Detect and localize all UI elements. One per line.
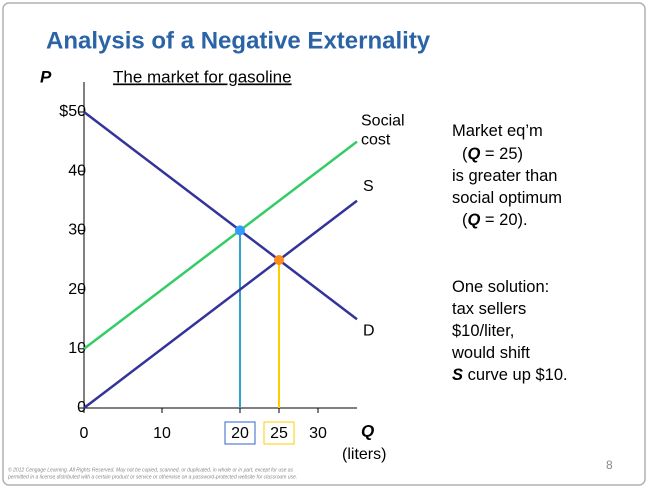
series-label: D [363,322,375,339]
note-line: (Q = 25) [462,145,523,163]
note-text: Q [468,211,481,229]
series-label-text: Social cost [361,113,405,149]
note-text: social optimum [452,189,562,207]
note-text: is greater than [452,167,557,185]
y-tick-label: 0 [77,399,86,416]
note-line: Market eq’m [452,122,543,140]
x-tick-label: 10 [153,425,171,442]
series-line [83,111,358,321]
note-text: ( [462,145,468,163]
note-line: tax sellers [452,300,526,318]
chart-title: The market for gasoline [113,67,292,86]
note-line: S curve up $10. [452,366,568,384]
series-line [83,199,358,409]
note-text: Q [468,145,481,163]
y-tick-label: 40 [68,162,86,179]
note-text: = 20). [480,211,527,229]
note-line: One solution: [452,278,549,296]
series-label: Social cost [361,113,405,149]
y-tick-label: 20 [68,281,86,298]
y-axis-label: P [40,67,52,86]
note-text: curve up $10. [463,366,568,384]
note-text: One solution: [452,278,549,296]
x-tick-highlight [263,421,295,445]
note-text: Market eq’m [452,122,543,140]
note-text: tax sellers [452,300,526,318]
x-axis-unit: (liters) [342,446,386,463]
note-line: is greater than [452,167,557,185]
point [235,225,245,236]
note-text: ( [462,211,468,229]
x-tick-label: 20 [231,425,249,442]
x-tick-label: 0 [80,425,89,442]
note-text: would shift [451,344,530,362]
series-line [83,140,358,350]
series-label-word: Social [361,113,405,130]
page-number: 8 [606,458,613,472]
x-tick-highlight [224,421,256,445]
note-text: S [452,366,463,384]
x-axis-label: Q [361,421,374,440]
note-text: = 25) [480,145,523,163]
copyright: permitted in a license distributed with … [7,474,297,480]
note-text: $10/liter, [452,322,514,340]
series-label: S [363,178,374,195]
x-tick-label: 30 [309,425,327,442]
y-tick-label: 30 [68,222,86,239]
slide-title: Analysis of a Negative Externality [46,27,431,54]
note-line: (Q = 20). [462,211,528,229]
series-label-word: cost [361,132,391,149]
point [274,255,284,265]
note-line: social optimum [452,189,562,207]
copyright: © 2012 Cengage Learning. All Rights Rese… [8,466,294,473]
x-tick-label: 25 [270,425,288,442]
note-line: $10/liter, [452,322,514,340]
y-tick-label: 10 [68,340,86,357]
note-line: would shift [451,344,530,362]
y-tick-label: $50 [59,103,86,120]
